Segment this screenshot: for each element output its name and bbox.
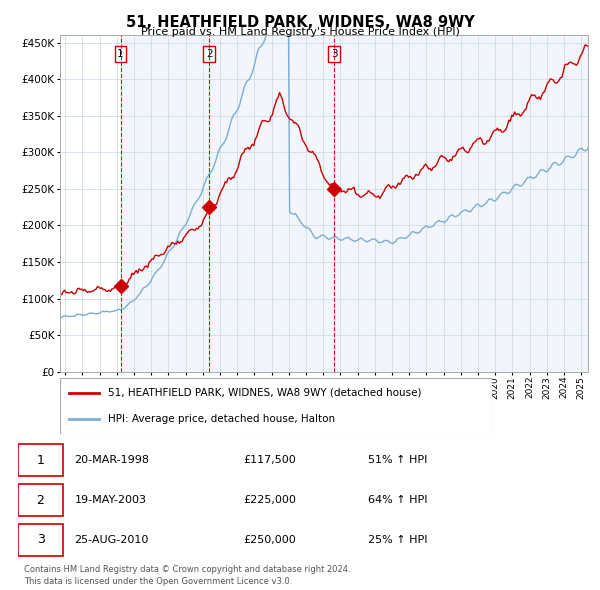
- Text: Price paid vs. HM Land Registry's House Price Index (HPI): Price paid vs. HM Land Registry's House …: [140, 27, 460, 37]
- Text: 3: 3: [37, 533, 44, 546]
- Text: 2: 2: [37, 493, 44, 507]
- Text: 1: 1: [117, 49, 124, 59]
- Text: 25% ↑ HPI: 25% ↑ HPI: [368, 535, 427, 545]
- Text: 19-MAY-2003: 19-MAY-2003: [74, 495, 146, 505]
- FancyBboxPatch shape: [18, 524, 63, 556]
- Text: 51, HEATHFIELD PARK, WIDNES, WA8 9WY: 51, HEATHFIELD PARK, WIDNES, WA8 9WY: [125, 15, 475, 30]
- FancyBboxPatch shape: [18, 444, 63, 477]
- Bar: [334, 35, 588, 372]
- Text: HPI: Average price, detached house, Halton: HPI: Average price, detached house, Halt…: [107, 414, 335, 424]
- Text: 64% ↑ HPI: 64% ↑ HPI: [368, 495, 427, 505]
- Text: 2: 2: [206, 49, 212, 59]
- Text: £225,000: £225,000: [244, 495, 296, 505]
- Text: 25-AUG-2010: 25-AUG-2010: [74, 535, 149, 545]
- FancyBboxPatch shape: [18, 484, 63, 516]
- Bar: [121, 35, 209, 372]
- Text: £117,500: £117,500: [244, 455, 296, 465]
- Text: 51% ↑ HPI: 51% ↑ HPI: [368, 455, 427, 465]
- Text: 20-MAR-1998: 20-MAR-1998: [74, 455, 149, 465]
- Bar: [209, 35, 334, 372]
- Text: Contains HM Land Registry data © Crown copyright and database right 2024.: Contains HM Land Registry data © Crown c…: [23, 565, 350, 574]
- Text: 51, HEATHFIELD PARK, WIDNES, WA8 9WY (detached house): 51, HEATHFIELD PARK, WIDNES, WA8 9WY (de…: [107, 388, 421, 398]
- FancyBboxPatch shape: [60, 378, 492, 434]
- Text: This data is licensed under the Open Government Licence v3.0.: This data is licensed under the Open Gov…: [23, 576, 292, 586]
- Text: £250,000: £250,000: [244, 535, 296, 545]
- Text: 3: 3: [331, 49, 338, 59]
- Text: 1: 1: [37, 454, 44, 467]
